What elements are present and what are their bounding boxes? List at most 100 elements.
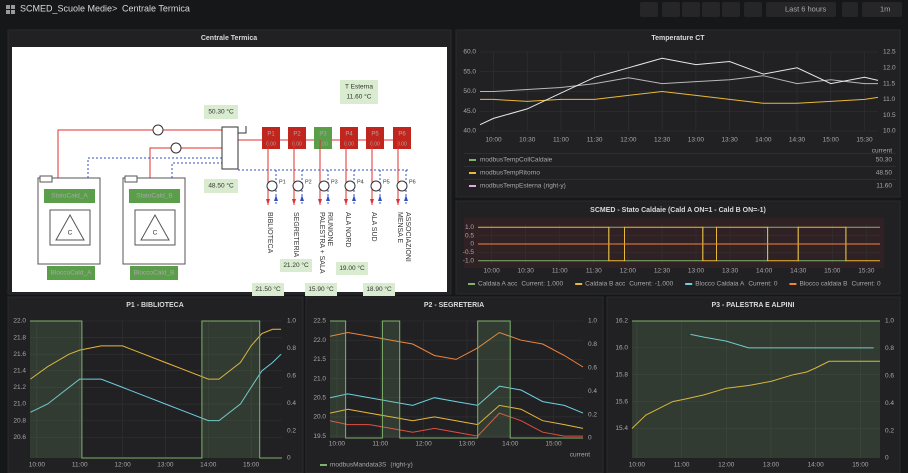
x-tick-label: 15:00 bbox=[243, 462, 260, 469]
boiler-mark: C bbox=[68, 230, 73, 237]
pump-label: P3 bbox=[331, 179, 338, 185]
legend-name: Caldaia A acc bbox=[478, 281, 518, 288]
add-panel-button[interactable] bbox=[640, 2, 658, 17]
grid-icon[interactable] bbox=[6, 5, 15, 14]
panel-title[interactable]: P1 - BIBLIOTECA bbox=[126, 302, 184, 309]
arrow bbox=[274, 195, 278, 201]
x-tick-label: 10:00 bbox=[29, 462, 46, 469]
y2-tick-label: 0.6 bbox=[287, 373, 296, 380]
room-temp: 15.90 °C bbox=[308, 285, 334, 293]
arrow bbox=[318, 199, 322, 205]
time-picker[interactable] bbox=[766, 2, 836, 17]
y-tick-label: 0 bbox=[470, 241, 474, 248]
top-bar bbox=[0, 0, 908, 20]
pump-status-value: 0.00 bbox=[370, 141, 380, 147]
x-tick-label: 10:30 bbox=[519, 137, 536, 144]
legend-value: -1.000 bbox=[655, 281, 674, 288]
pump-status-label: P2 bbox=[293, 132, 301, 138]
y2-tick-label: 0.6 bbox=[885, 373, 894, 380]
time-range[interactable]: Last 6 hours bbox=[785, 4, 827, 13]
y-tick-label: 22.5 bbox=[313, 318, 326, 325]
x-tick-label: 10:00 bbox=[485, 137, 502, 144]
arrow bbox=[378, 195, 382, 201]
x-tick-label: 14:00 bbox=[808, 462, 825, 469]
chart-background bbox=[464, 218, 884, 268]
temp-box bbox=[305, 283, 337, 296]
y-tick-label: -1.0 bbox=[463, 257, 475, 264]
x-tick-label: 12:00 bbox=[620, 268, 637, 275]
share-button[interactable] bbox=[682, 2, 700, 17]
star-button[interactable] bbox=[662, 2, 680, 17]
dashboard-name[interactable]: Centrale Termica bbox=[122, 3, 190, 13]
y2-tick-label: 1.0 bbox=[588, 318, 597, 325]
pump-status-value: 0.00 bbox=[344, 141, 354, 147]
x-tick-label: 15:00 bbox=[823, 137, 840, 144]
x-tick-label: 12:00 bbox=[620, 137, 637, 144]
breadcrumb[interactable]: SCMED_Scuole Medie bbox=[20, 3, 112, 13]
panel-title[interactable]: P3 - PALESTRA E ALPINI bbox=[712, 302, 795, 309]
panel-title[interactable]: Centrale Termica bbox=[201, 35, 257, 42]
pump-label: P4 bbox=[357, 179, 364, 185]
series-line bbox=[30, 328, 282, 380]
y2-tick-label: 0 bbox=[885, 455, 889, 462]
y2-tick-label: 0.2 bbox=[588, 411, 597, 418]
area bbox=[330, 321, 583, 438]
save-button[interactable] bbox=[702, 2, 720, 17]
x-tick-label: 11:00 bbox=[72, 462, 88, 469]
tv-button[interactable] bbox=[744, 2, 762, 17]
boiler-icon bbox=[124, 175, 138, 183]
legend-current-label: Current: bbox=[629, 281, 653, 288]
settings-button[interactable] bbox=[722, 2, 740, 17]
toolbar bbox=[640, 2, 902, 17]
room-temp: 19.00 °C bbox=[339, 264, 365, 272]
refresh-picker[interactable] bbox=[862, 2, 902, 17]
series-line bbox=[480, 90, 879, 104]
y-tick-label: 21.0 bbox=[313, 375, 326, 382]
legend-current-label: Current: bbox=[748, 281, 772, 288]
pipe bbox=[238, 126, 247, 134]
pump-status-value: 0.00 bbox=[266, 141, 276, 147]
arrow bbox=[292, 199, 296, 205]
x-tick-label: 14:00 bbox=[200, 462, 217, 469]
y-tick-label: 15.4 bbox=[615, 425, 628, 432]
y2-tick-label: 1.0 bbox=[287, 318, 296, 325]
x-tick-label: 10:30 bbox=[518, 268, 535, 275]
series-line bbox=[479, 57, 879, 126]
y2-tick-label: 12.0 bbox=[883, 65, 896, 72]
panel bbox=[7, 296, 304, 473]
y2-tick-label: 0.6 bbox=[588, 365, 597, 372]
series-line bbox=[480, 75, 878, 92]
x-tick-label: 11:00 bbox=[552, 268, 568, 275]
area bbox=[30, 321, 282, 458]
panel-title[interactable]: Temperature CT bbox=[651, 35, 705, 42]
arrow bbox=[352, 195, 356, 201]
pump-status-label: P4 bbox=[345, 132, 353, 138]
x-tick-label: 12:30 bbox=[654, 137, 671, 144]
x-tick-label: 11:30 bbox=[587, 137, 603, 144]
pump-status-value: 1.00 bbox=[318, 141, 328, 147]
y2-tick-label: 0.8 bbox=[885, 345, 894, 352]
temp-esterna-label: T Esterna bbox=[345, 84, 373, 91]
legend-value: 1.000 bbox=[547, 281, 564, 288]
y-tick-label: 20.5 bbox=[313, 394, 326, 401]
room-label: ALA SUD bbox=[370, 212, 377, 242]
legend-value: 48.50 bbox=[876, 170, 893, 177]
panel-title[interactable]: P2 - SEGRETERIA bbox=[424, 302, 484, 309]
zoom-button[interactable] bbox=[842, 2, 858, 17]
y-tick-label: 22.0 bbox=[313, 337, 326, 344]
y2-tick-label: 11.5 bbox=[883, 80, 896, 87]
boiler bbox=[37, 175, 101, 280]
pump-status-box bbox=[262, 127, 280, 149]
boiler-lock: BloccoCald_B bbox=[134, 270, 175, 277]
x-tick-label: 11:00 bbox=[553, 137, 569, 144]
x-tick-label: 15:00 bbox=[852, 462, 869, 469]
status-box bbox=[129, 189, 180, 203]
room-label: ALA NORD bbox=[344, 212, 351, 247]
refresh-interval[interactable]: 1m bbox=[880, 4, 890, 13]
boiler-mark: C bbox=[153, 230, 158, 237]
panel-title[interactable]: SCMED - Stato Caldaie (Cald A ON=1 - Cal… bbox=[590, 207, 766, 214]
x-tick-label: 15:30 bbox=[856, 137, 873, 144]
arrow bbox=[266, 199, 270, 205]
arrow bbox=[326, 195, 330, 201]
